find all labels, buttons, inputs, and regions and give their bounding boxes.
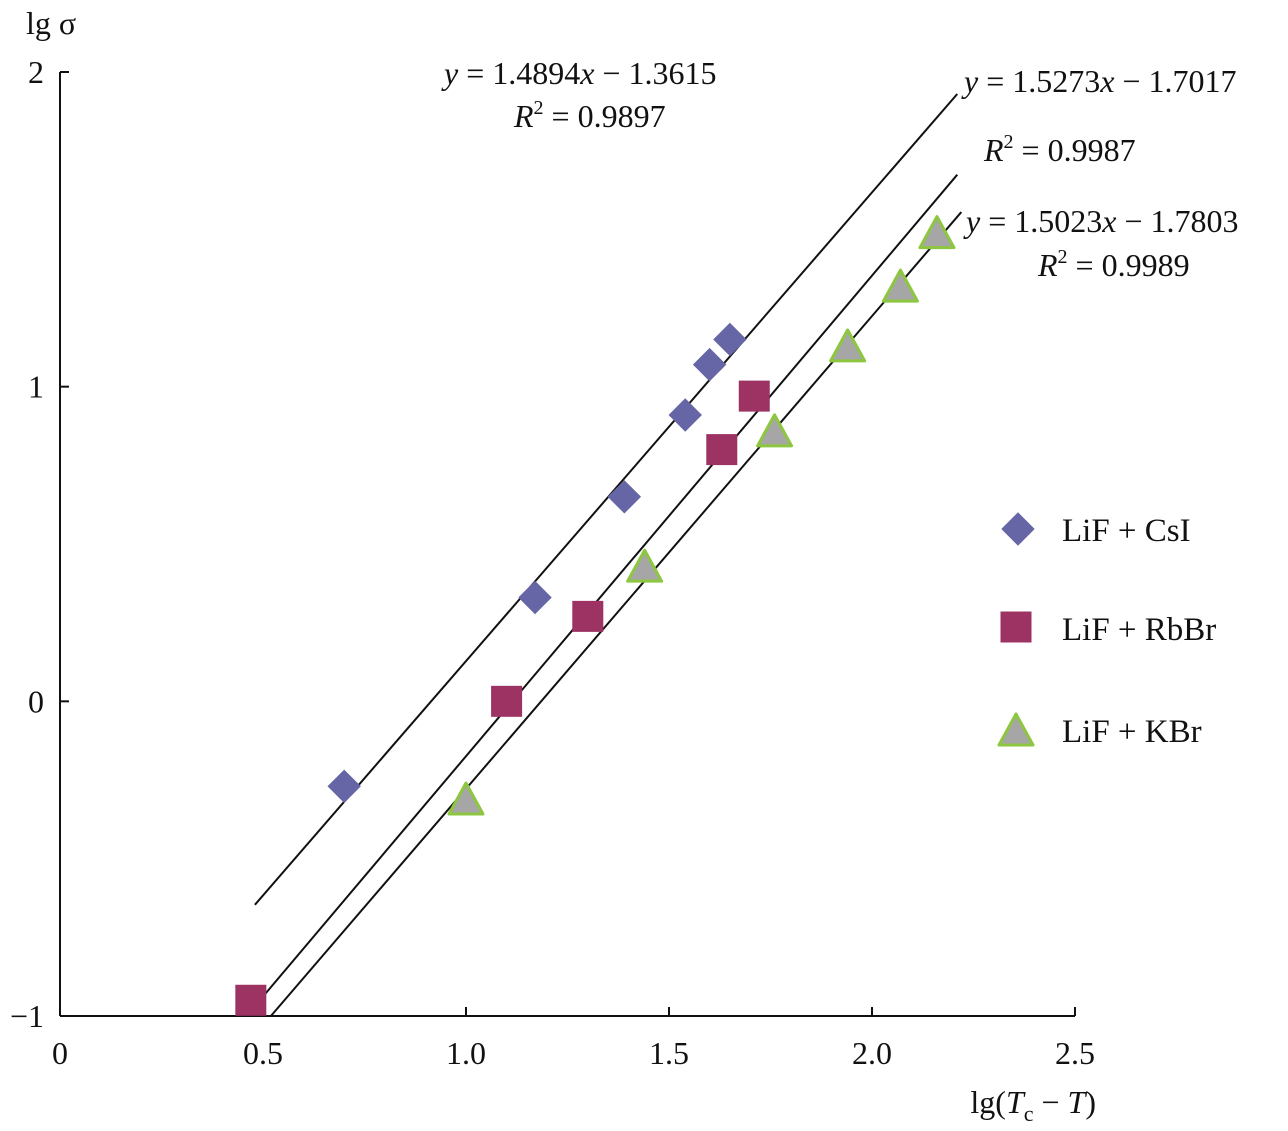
- data-point-square: [235, 984, 267, 1016]
- data-point-diamond: [607, 480, 642, 514]
- equation-csi-line2: R2 = 0.9897: [513, 97, 666, 134]
- equation-csi-r2-label: R: [513, 98, 534, 134]
- data-point-triangle: [756, 413, 794, 448]
- data-point-triangle: [829, 328, 867, 363]
- data-point-triangle: [626, 548, 664, 583]
- legend-label-rbbr: LiF + RbBr: [1062, 612, 1216, 648]
- equation-kbr-r2-value: = 0.9989: [1068, 247, 1190, 283]
- legend: LiF + CsI LiF + RbBr LiF + KBr: [997, 512, 1216, 750]
- equation-rbbr-lhs: y: [961, 63, 979, 99]
- legend-item-kbr: LiF + KBr: [997, 712, 1202, 750]
- x-tick-label: 1.5: [649, 1035, 689, 1071]
- equation-kbr-r2-sup: 2: [1058, 246, 1068, 268]
- equation-csi-r2-value: = 0.9897: [544, 98, 666, 134]
- legend-marker-triangle: [997, 712, 1035, 747]
- x-axis-title-var2: T: [1068, 1084, 1088, 1120]
- y-axis-title: lg σ: [26, 5, 76, 41]
- equation-rbbr-rhs-a: = 1.5273: [978, 63, 1100, 99]
- x-tick-label: 2.0: [852, 1035, 892, 1071]
- data-point-square: [706, 434, 738, 466]
- legend-label-csi: LiF + CsI: [1062, 513, 1191, 549]
- equation-kbr-lhs: y: [963, 203, 981, 239]
- data-point-triangle: [447, 781, 485, 816]
- x-axis-title-sub1: c: [1024, 1101, 1034, 1126]
- equation-rbbr: y = 1.5273x − 1.7017 R2 = 0.9987: [961, 63, 1237, 168]
- fit-lines: [254, 93, 963, 1017]
- equation-kbr-r2-label: R: [1037, 247, 1058, 283]
- equation-kbr-line2: R2 = 0.9989: [1037, 246, 1190, 283]
- legend-label-kbr: LiF + KBr: [1062, 714, 1202, 750]
- equation-csi-rhs-b: − 1.3615: [594, 55, 716, 91]
- equation-kbr-rhs-b: − 1.7803: [1116, 203, 1238, 239]
- equation-rbbr-line1: y = 1.5273x − 1.7017: [961, 63, 1237, 99]
- equation-csi-lhs: y: [441, 55, 459, 91]
- x-axis-title-prefix: lg(: [970, 1084, 1006, 1120]
- data-point-diamond: [692, 347, 727, 382]
- legend-marker-diamond: [1001, 512, 1035, 546]
- equation-csi-var: x: [579, 55, 594, 91]
- equation-csi-line1: y = 1.4894x − 1.3615: [441, 55, 717, 91]
- legend-marker-square: [1000, 611, 1032, 643]
- equation-rbbr-r2-value: = 0.9987: [1014, 132, 1136, 168]
- x-tick-label: 1.0: [446, 1035, 486, 1071]
- x-axis-title-var1: T: [1006, 1084, 1026, 1120]
- equation-kbr: y = 1.5023x − 1.7803 R2 = 0.9989: [963, 203, 1239, 283]
- equation-kbr-line1: y = 1.5023x − 1.7803: [963, 203, 1239, 239]
- x-axis-title-mid: −: [1034, 1084, 1068, 1120]
- data-point-diamond: [327, 769, 361, 804]
- axes: [59, 72, 1075, 1017]
- equation-csi: y = 1.4894x − 1.3615 R2 = 0.9897: [441, 55, 717, 134]
- legend-item-csi: LiF + CsI: [1001, 512, 1191, 549]
- equation-rbbr-line2: R2 = 0.9987: [983, 131, 1136, 168]
- equation-kbr-rhs-a: = 1.5023: [980, 203, 1102, 239]
- data-point-triangle: [918, 215, 956, 250]
- equation-rbbr-r2-label: R: [983, 132, 1004, 168]
- data-point-triangle: [881, 268, 919, 303]
- equation-csi-rhs-a: = 1.4894: [458, 55, 580, 91]
- data-point-square: [738, 380, 770, 412]
- x-tick-label: 0: [52, 1035, 68, 1071]
- data-point-diamond: [518, 580, 552, 615]
- x-axis-title: lg(Tc − T): [970, 1084, 1096, 1126]
- data-point-square: [491, 685, 523, 717]
- y-tick-label: 0: [28, 683, 44, 719]
- equation-rbbr-r2-sup: 2: [1004, 131, 1014, 153]
- y-tick-label: 2: [28, 54, 44, 90]
- markers: [235, 215, 956, 1016]
- fit-line-diamond: [254, 93, 959, 906]
- y-tick-label: 1: [28, 369, 44, 405]
- fit-line-triangle: [270, 211, 963, 1017]
- y-tick-label: −1: [10, 998, 44, 1034]
- equation-rbbr-rhs-b: − 1.7017: [1114, 63, 1236, 99]
- equation-kbr-var: x: [1101, 203, 1116, 239]
- fit-line-square: [254, 174, 959, 1007]
- x-tick-label: 0.5: [243, 1035, 283, 1071]
- equation-csi-r2-sup: 2: [534, 97, 544, 119]
- x-axis-title-suffix: ): [1085, 1084, 1096, 1120]
- data-point-square: [572, 600, 604, 632]
- x-tick-label: 2.5: [1055, 1035, 1095, 1071]
- data-point-diamond: [668, 398, 702, 432]
- data-point-diamond: [713, 322, 747, 357]
- legend-item-rbbr: LiF + RbBr: [1000, 611, 1216, 648]
- equation-rbbr-var: x: [1099, 63, 1114, 99]
